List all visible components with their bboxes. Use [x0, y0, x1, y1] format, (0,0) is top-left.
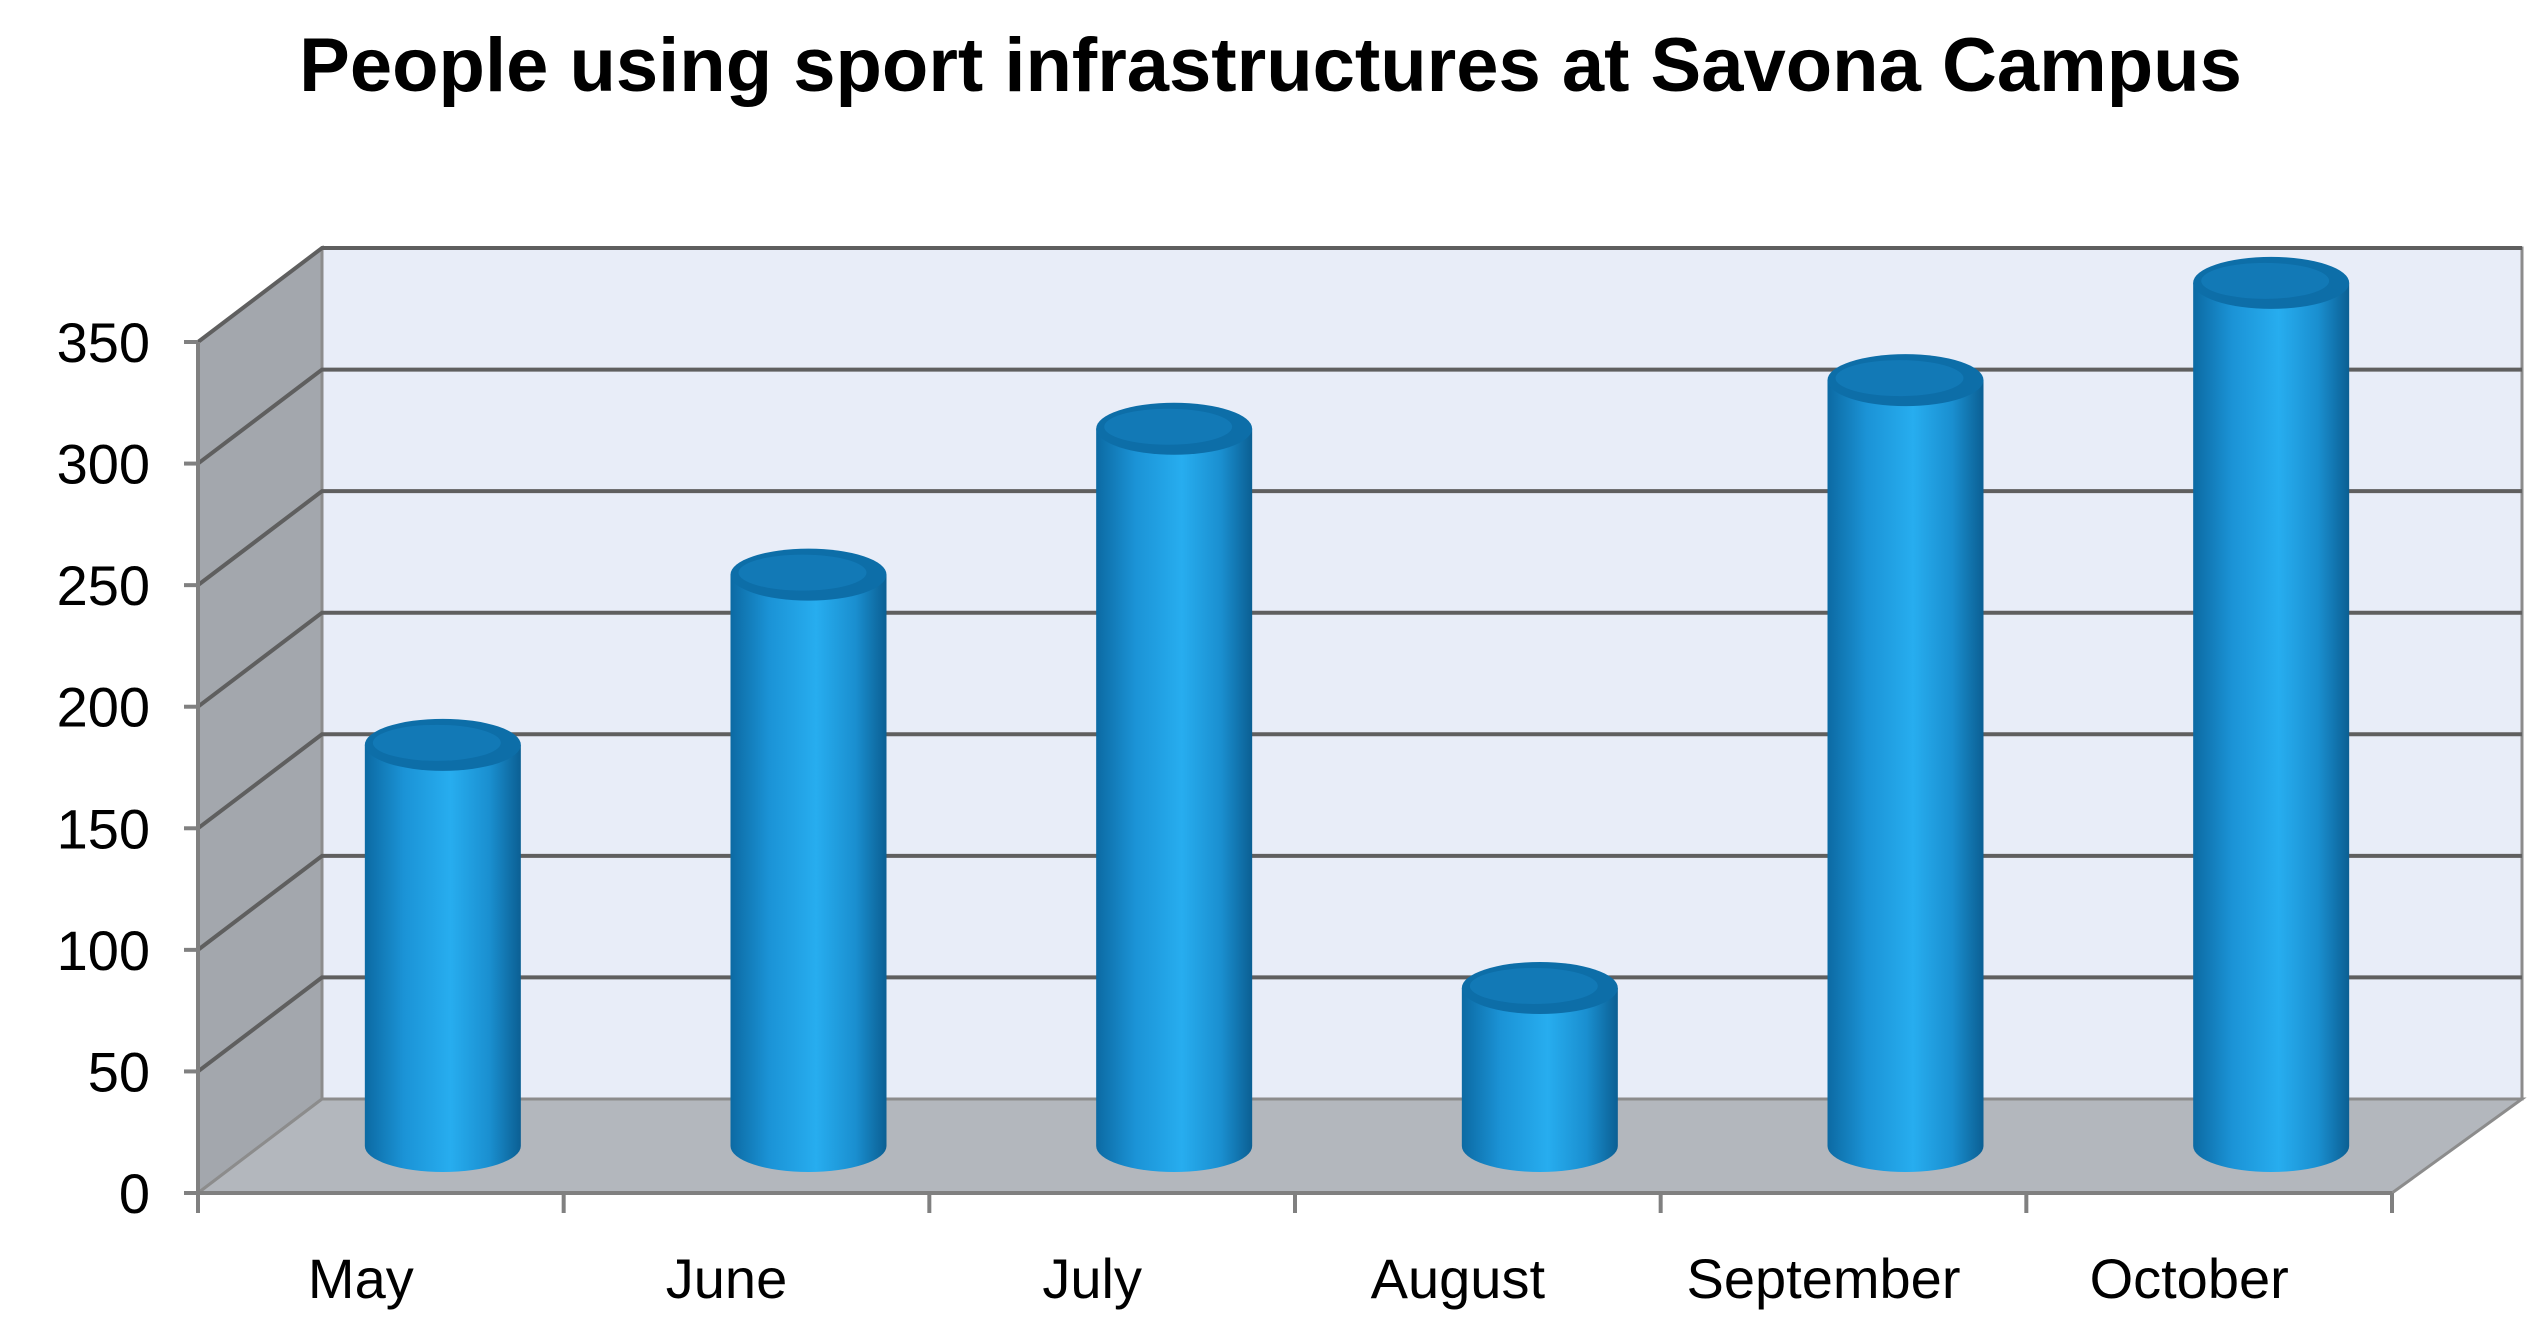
bar-body — [2193, 282, 2350, 1172]
bar — [1096, 402, 1253, 1172]
floor — [193, 1097, 2527, 1195]
chart-title: People using sport infrastructures at Sa… — [299, 23, 2242, 108]
gridline — [196, 246, 2522, 344]
x-tick-label: July — [1042, 1247, 1142, 1310]
gridline — [196, 489, 2522, 587]
y-tick-label: 200 — [57, 676, 150, 739]
back-wall — [320, 246, 2524, 1101]
x-tick-label: October — [2090, 1247, 2289, 1310]
x-tick-label: August — [1371, 1247, 1546, 1310]
gridline — [196, 853, 2522, 952]
y-tick-label: 0 — [119, 1162, 150, 1225]
bar-top-highlight — [1469, 967, 1598, 1004]
y-tick-label: 100 — [57, 919, 150, 982]
bar-body — [730, 574, 887, 1172]
x-tick-label: May — [308, 1247, 414, 1310]
bar-top-highlight — [2201, 262, 2330, 299]
y-tick-label: 350 — [57, 311, 150, 374]
bar-body — [1096, 428, 1253, 1172]
bar-top-highlight — [1835, 360, 1964, 397]
bar — [2193, 256, 2350, 1172]
bar-body — [1827, 380, 1984, 1173]
y-tick-label: 300 — [57, 433, 150, 496]
bar — [1461, 961, 1618, 1172]
gridline — [196, 732, 2522, 830]
bar-top-highlight — [738, 554, 867, 591]
bar — [364, 718, 521, 1172]
gridline — [196, 610, 2522, 709]
x-tick-label: September — [1687, 1247, 1961, 1310]
bar-body — [1461, 987, 1618, 1172]
y-tick-label: 250 — [57, 554, 150, 617]
gridline — [196, 975, 2522, 1074]
bar-body — [364, 744, 521, 1172]
bar-top-highlight — [1104, 408, 1233, 445]
bar — [730, 548, 887, 1172]
gridline — [196, 367, 2522, 466]
side-wall — [196, 244, 324, 1197]
x-tick-label: June — [666, 1247, 787, 1310]
y-tick-label: 150 — [57, 797, 150, 860]
bar-top-highlight — [372, 724, 501, 761]
bar — [1827, 354, 1984, 1173]
y-tick-label: 50 — [88, 1040, 150, 1103]
